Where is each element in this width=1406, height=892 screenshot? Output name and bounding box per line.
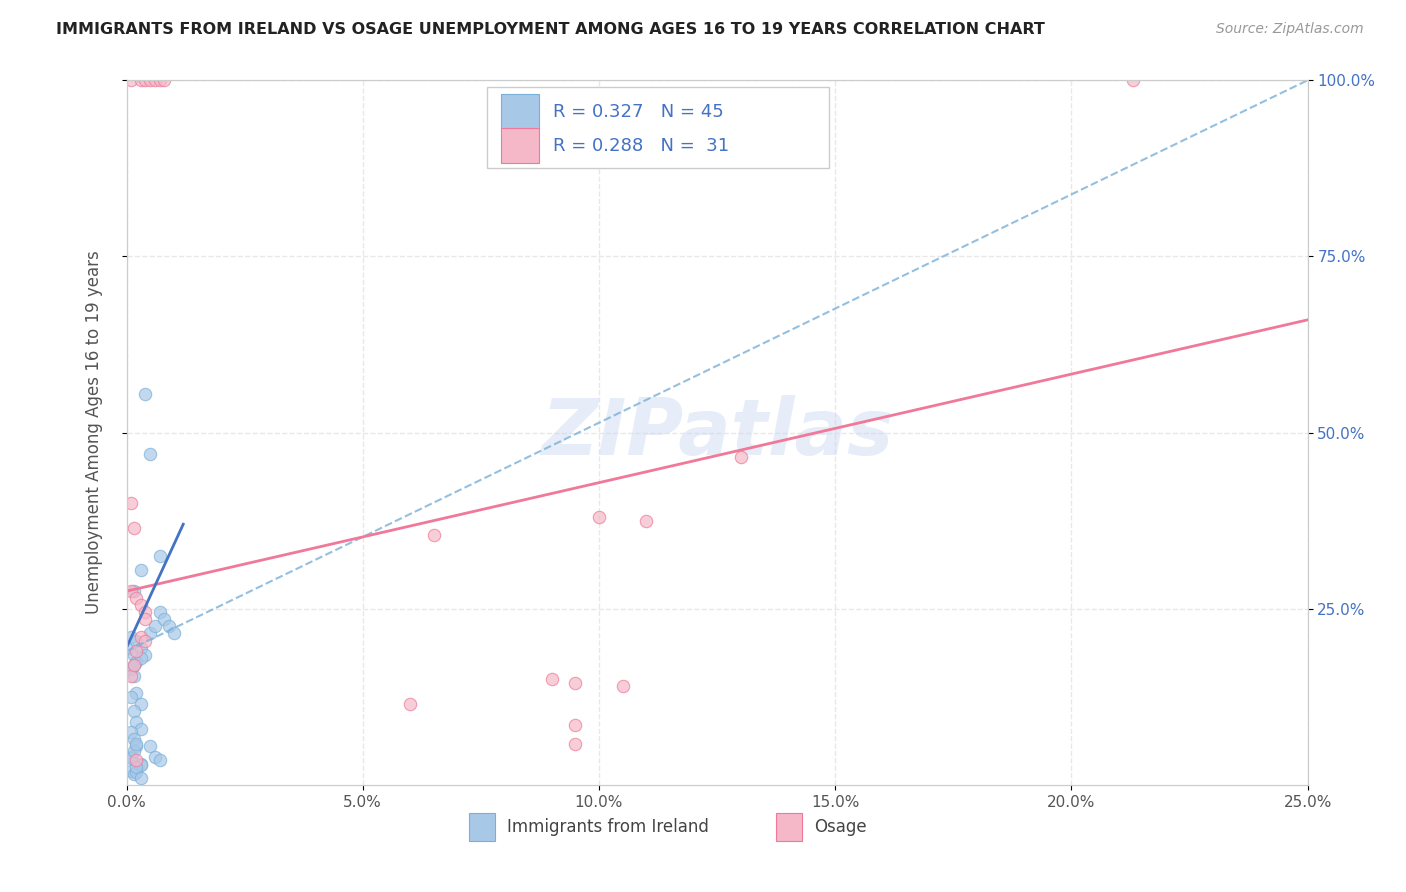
Point [1122,73,1144,87]
Point [134,605,156,619]
Point [149,753,172,767]
Point [125,714,148,729]
Point [122,767,145,781]
Point [163,626,186,640]
Point [636,514,658,528]
Point [118,640,141,655]
Point [125,633,148,648]
FancyBboxPatch shape [486,87,830,169]
Point [129,771,152,785]
Point [120,496,142,510]
Point [120,690,142,704]
Point [540,673,562,687]
Point [157,619,180,633]
Point [120,669,142,683]
Point [122,669,145,683]
Point [129,640,152,655]
Text: Source: ZipAtlas.com: Source: ZipAtlas.com [1216,22,1364,37]
Point [120,662,142,676]
Text: ZIPatlas: ZIPatlas [541,394,893,471]
Text: R = 0.288   N =  31: R = 0.288 N = 31 [553,136,730,154]
Point [125,737,148,751]
FancyBboxPatch shape [470,814,495,841]
Point [149,605,172,619]
Point [125,591,148,606]
Point [125,765,148,780]
Text: Osage: Osage [814,818,866,836]
Point [129,758,152,772]
Text: IMMIGRANTS FROM IRELAND VS OSAGE UNEMPLOYMENT AMONG AGES 16 TO 19 YEARS CORRELAT: IMMIGRANTS FROM IRELAND VS OSAGE UNEMPLO… [56,22,1045,37]
Point [134,633,156,648]
Point [143,619,166,633]
Point [139,739,162,754]
Point [125,686,148,700]
Point [153,612,176,626]
Point [120,584,142,599]
Point [143,749,166,764]
Point [134,648,156,662]
Point [120,630,142,644]
Point [564,718,586,732]
Point [120,749,142,764]
Point [120,73,142,87]
Point [149,73,172,87]
Point [399,697,422,711]
Point [129,630,152,644]
Point [125,753,148,767]
Point [129,563,152,577]
Point [153,73,176,87]
Point [139,447,162,461]
Point [143,73,166,87]
Point [730,450,752,465]
Point [122,744,145,758]
Point [134,612,156,626]
Point [120,764,142,778]
Y-axis label: Unemployment Among Ages 16 to 19 years: Unemployment Among Ages 16 to 19 years [84,251,103,615]
Point [129,756,152,771]
Point [122,648,145,662]
Point [122,658,145,673]
Point [125,739,148,754]
FancyBboxPatch shape [776,814,801,841]
Point [129,722,152,736]
Point [139,73,162,87]
FancyBboxPatch shape [501,94,538,129]
Point [139,626,162,640]
Point [129,697,152,711]
Point [122,658,145,673]
Point [122,584,145,599]
Point [125,655,148,669]
Point [588,510,610,524]
Point [129,599,152,613]
Point [125,644,148,658]
Point [134,387,156,401]
Point [129,73,152,87]
Text: R = 0.327   N = 45: R = 0.327 N = 45 [553,103,724,120]
Point [125,760,148,774]
Point [122,521,145,535]
Point [120,751,142,765]
Point [129,651,152,665]
Point [149,549,172,563]
Point [422,528,444,542]
Point [120,725,142,739]
FancyBboxPatch shape [501,128,538,163]
Point [122,732,145,747]
Point [564,737,586,751]
Text: Immigrants from Ireland: Immigrants from Ireland [506,818,709,836]
Point [612,679,634,693]
Point [134,73,156,87]
Point [564,675,586,690]
Point [122,704,145,718]
